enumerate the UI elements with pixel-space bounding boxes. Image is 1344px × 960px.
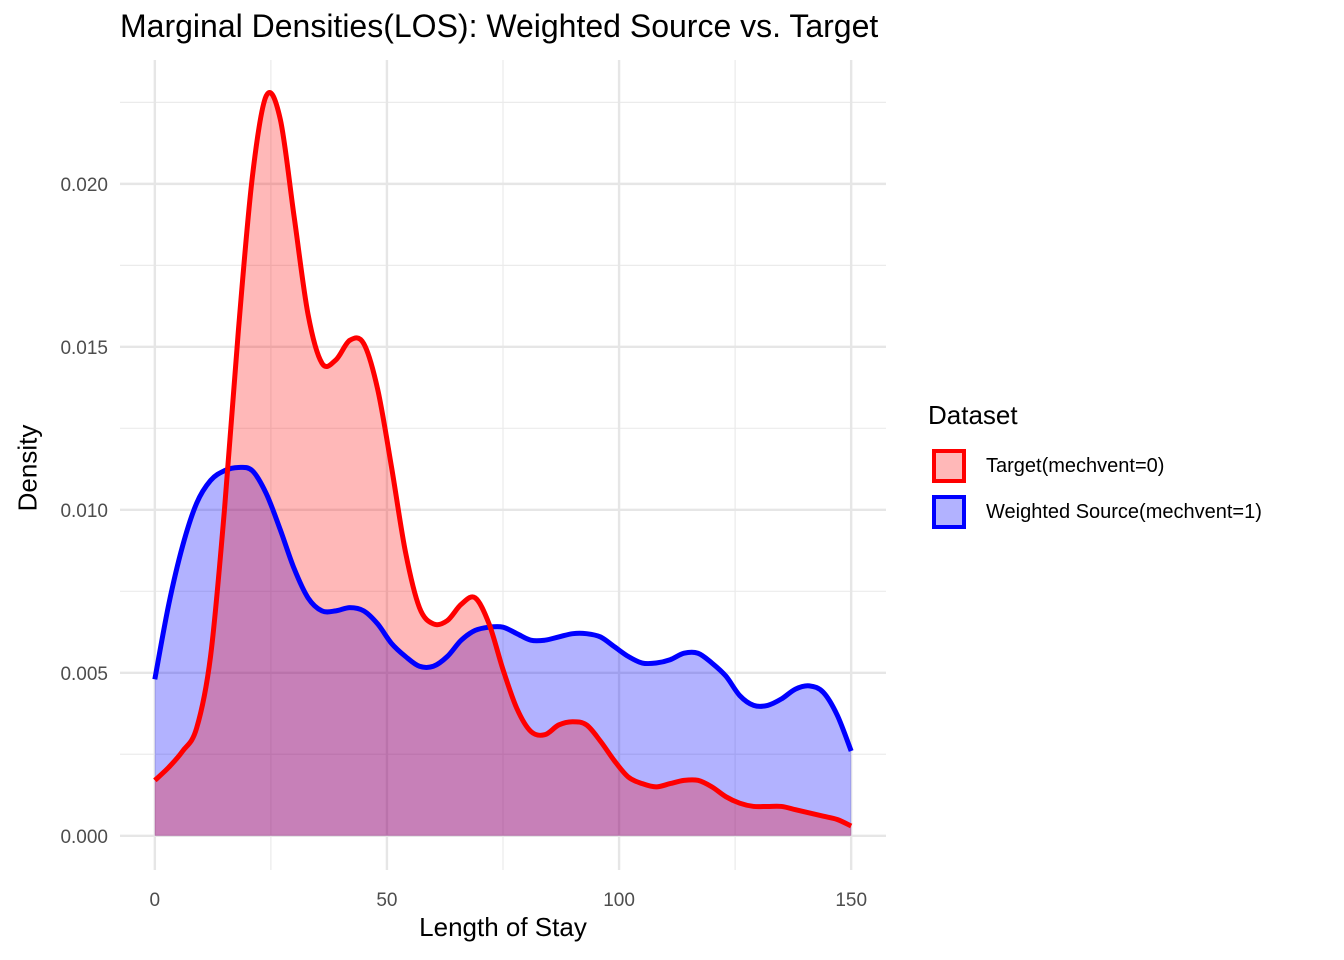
x-tick-label: 0 (150, 890, 161, 911)
density-area-weighted-source-mechvent-1 (154, 467, 852, 836)
legend-label-target: Target(mechvent=0) (986, 454, 1165, 477)
density-line-weighted-source-mechvent-1 (152, 464, 854, 752)
y-tick-label: 0.005 (60, 664, 108, 685)
x-tick-label: 50 (376, 890, 397, 911)
y-tick-label: 0.015 (60, 338, 108, 359)
legend-label-weighted-source: Weighted Source(mechvent=1) (986, 500, 1262, 523)
x-axis-label: Length of Stay (419, 912, 587, 942)
density-line-target-mechvent-0 (153, 89, 853, 829)
density-lines (152, 89, 854, 829)
legend-swatch-weighted-source (932, 495, 966, 529)
y-axis-label: Density (12, 424, 43, 512)
minor-gridlines (120, 60, 886, 870)
legend-item-weighted-source: Weighted Source(mechvent=1) (928, 489, 1262, 535)
y-axis-ticks: 0.000 0.005 0.010 0.015 0.020 (60, 175, 108, 848)
y-tick-label: 0.000 (60, 827, 108, 848)
legend-swatch-target (932, 449, 966, 483)
y-tick-label: 0.010 (60, 501, 108, 522)
y-tick-label: 0.020 (60, 175, 108, 196)
x-tick-label: 100 (603, 890, 635, 911)
x-tick-label: 150 (835, 890, 867, 911)
x-axis-ticks: 0 50 100 150 (150, 890, 868, 911)
legend-title: Dataset (928, 400, 1018, 430)
legend: Dataset Target(mechvent=0) Weighted Sour… (928, 400, 1262, 535)
density-areas (154, 92, 852, 836)
chart-title: Marginal Densities(LOS): Weighted Source… (120, 8, 879, 44)
legend-item-target: Target(mechvent=0) (928, 443, 1262, 489)
density-area-target-mechvent-0 (154, 92, 852, 836)
